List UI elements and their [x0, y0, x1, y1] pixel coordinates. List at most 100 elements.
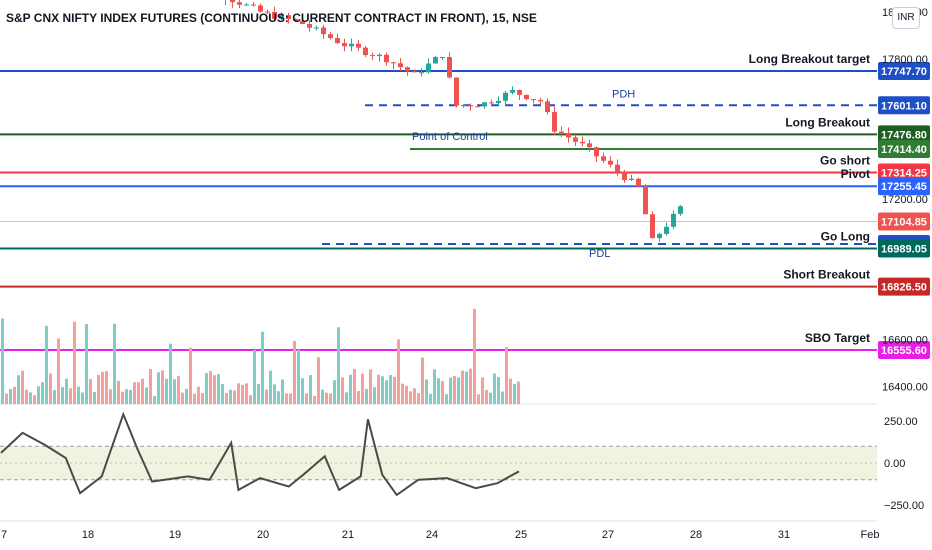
osc-tick-label: 250.00: [884, 416, 918, 428]
volume-bar: [337, 327, 340, 404]
candle-body: [622, 172, 627, 181]
candle-body: [629, 178, 634, 181]
price-badge-text: 17747.70: [881, 66, 927, 78]
volume-bar: [397, 339, 400, 404]
volume-bar: [289, 393, 292, 404]
volume-bar: [257, 383, 260, 404]
volume-bar: [465, 371, 468, 404]
volume-bar: [333, 380, 336, 404]
price-badge-text: 17314.25: [881, 167, 927, 179]
volume-bar: [385, 380, 388, 404]
level-label: Long Breakout target: [749, 52, 870, 66]
annotation-label: PDH: [612, 88, 635, 100]
volume-bar: [477, 394, 480, 404]
volume-bar: [285, 393, 288, 404]
candle-body: [608, 160, 613, 165]
candle-body: [258, 5, 263, 12]
volume-bar: [501, 391, 504, 404]
volume-bar: [241, 384, 244, 404]
volume-bar: [45, 325, 48, 404]
volume-bar: [97, 374, 100, 404]
volume-bar: [229, 389, 232, 404]
volume-bar: [269, 370, 272, 404]
volume-bar: [309, 375, 312, 404]
candle-body: [545, 101, 550, 113]
currency-button[interactable]: INR: [892, 7, 920, 29]
volume-bar: [321, 389, 324, 404]
volume-bar: [357, 391, 360, 404]
candle-body: [370, 55, 375, 57]
volume-bar: [101, 371, 104, 404]
volume-bar: [93, 392, 96, 404]
volume-bar: [513, 383, 516, 404]
candle-body: [538, 99, 543, 102]
time-tick-label: Feb: [861, 529, 880, 541]
time-tick-label: 21: [342, 529, 354, 541]
time-tick-label: 31: [778, 529, 790, 541]
volume-bar: [489, 392, 492, 404]
time-axis: 7 18 19 20 21 24 25 27 28 31 Feb: [1, 529, 880, 541]
volume-bar: [281, 379, 284, 404]
time-tick-label: 7: [1, 529, 7, 541]
candle-body: [517, 90, 522, 95]
candle-body: [580, 141, 585, 144]
candle-body: [440, 57, 445, 59]
price-badge-text: 16989.05: [881, 244, 927, 256]
candles: [225, 0, 683, 242]
candle-body: [349, 43, 354, 47]
volume-bar: [377, 374, 380, 404]
candle-body: [419, 72, 424, 74]
volume-bar: [221, 383, 224, 404]
time-tick-label: 28: [690, 529, 702, 541]
candle-body: [244, 4, 249, 6]
price-badge: [878, 125, 930, 144]
volume-bar: [433, 369, 436, 404]
volume-bar: [297, 349, 300, 404]
volume-bar: [49, 373, 52, 404]
candle-body: [489, 102, 494, 104]
oscillator-pane: [0, 411, 877, 497]
volume-bar: [261, 331, 264, 404]
candle-body: [307, 24, 312, 28]
candle-body: [391, 62, 396, 64]
candle-body: [468, 105, 473, 107]
candle-body: [426, 63, 431, 73]
candle-body: [251, 4, 256, 6]
level-label: Go Long: [821, 230, 870, 244]
price-badge-text: 17414.40: [881, 144, 927, 156]
volume-bar: [381, 376, 384, 404]
candle-body: [496, 100, 501, 104]
volume-bar: [205, 373, 208, 404]
volume-bar: [485, 390, 488, 404]
volume-bar: [237, 383, 240, 404]
volume-bar: [441, 381, 444, 404]
volume-bar: [137, 382, 140, 404]
volume-bar: [125, 389, 128, 404]
volume-bar: [189, 347, 192, 404]
volume-bar: [453, 376, 456, 404]
time-tick-label: 24: [426, 529, 438, 541]
time-tick-label: 18: [82, 529, 94, 541]
candle-body: [503, 92, 508, 101]
volume-bar: [153, 395, 156, 404]
volume-bar: [117, 380, 120, 404]
volume-bar: [145, 387, 148, 404]
volume-bar: [53, 390, 56, 404]
volume-bar: [457, 377, 460, 404]
candle-body: [524, 94, 529, 100]
level-label: Long Breakout: [785, 115, 870, 129]
volume-bar: [81, 392, 84, 404]
volume-bar: [305, 393, 308, 404]
volume-bar: [325, 392, 328, 404]
volume-bar: [141, 378, 144, 404]
candle-body: [328, 34, 333, 39]
time-tick-label: 20: [257, 529, 269, 541]
volume-bar: [361, 373, 364, 404]
candle-body: [594, 147, 599, 157]
volume-bar: [493, 373, 496, 404]
volume-bar: [301, 378, 304, 404]
price-badge: [878, 96, 930, 115]
volume-bar: [109, 389, 112, 404]
